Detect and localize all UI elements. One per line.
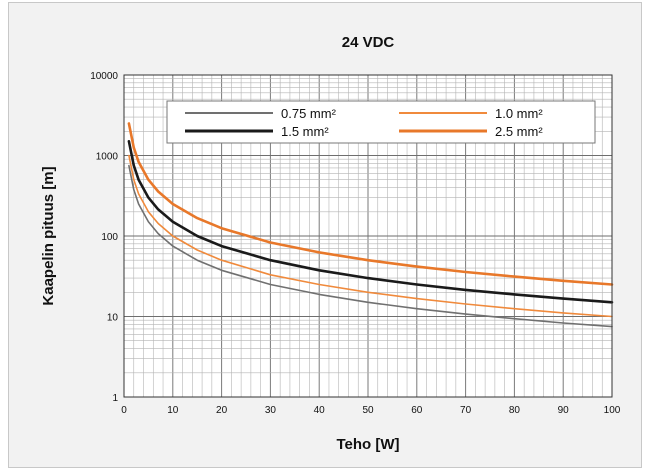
y-tick-label: 10 xyxy=(107,313,119,324)
x-tick-label: 50 xyxy=(362,405,374,416)
chart-svg: 0.75 mm² 1.0 mm² 1.5 mm² 2.5 mm² 0 10 20 30 40 5… xyxy=(40,34,621,453)
x-tick-label: 90 xyxy=(558,405,570,416)
x-tick-label: 40 xyxy=(314,405,326,416)
legend-label-4: 2.5 mm² xyxy=(495,124,543,139)
legend-box xyxy=(166,100,596,144)
x-tick-label: 60 xyxy=(411,405,423,416)
legend-label-1: 0.75 mm² xyxy=(281,106,337,121)
series-line-4 xyxy=(127,122,614,286)
x-tick-label: 10 xyxy=(167,405,179,416)
chart-figure: 0.75 mm² 1.0 mm² 1.5 mm² 2.5 mm² 0 10 20 30 40 5… xyxy=(8,2,642,468)
x-tick-label: 70 xyxy=(460,405,472,416)
x-tick-label: 100 xyxy=(604,405,621,416)
y-tick-label: 100 xyxy=(101,232,118,243)
legend-label-3: 1.5 mm² xyxy=(281,124,329,139)
chart-title: 24 VDC xyxy=(342,34,395,51)
x-tick-label: 20 xyxy=(216,405,228,416)
x-tick-label: 80 xyxy=(509,405,521,416)
x-tick-label: 30 xyxy=(265,405,277,416)
y-tick-label: 1000 xyxy=(96,152,119,163)
y-tick-label: 10000 xyxy=(90,71,118,82)
series-line-2 xyxy=(128,154,613,318)
series-lines xyxy=(127,122,614,328)
x-axis-label: Teho [W] xyxy=(336,436,399,453)
series-line-1 xyxy=(128,164,613,328)
y-axis-label: Kaapelin pituus [m] xyxy=(40,166,57,305)
series-line-3 xyxy=(127,140,614,304)
plot-border xyxy=(123,74,613,398)
legend: 0.75 mm² 1.0 mm² 1.5 mm² 2.5 mm² xyxy=(166,100,596,144)
x-tick-label: 0 xyxy=(121,405,127,416)
legend-label-2: 1.0 mm² xyxy=(495,106,543,121)
y-tick-label: 1 xyxy=(112,393,118,404)
